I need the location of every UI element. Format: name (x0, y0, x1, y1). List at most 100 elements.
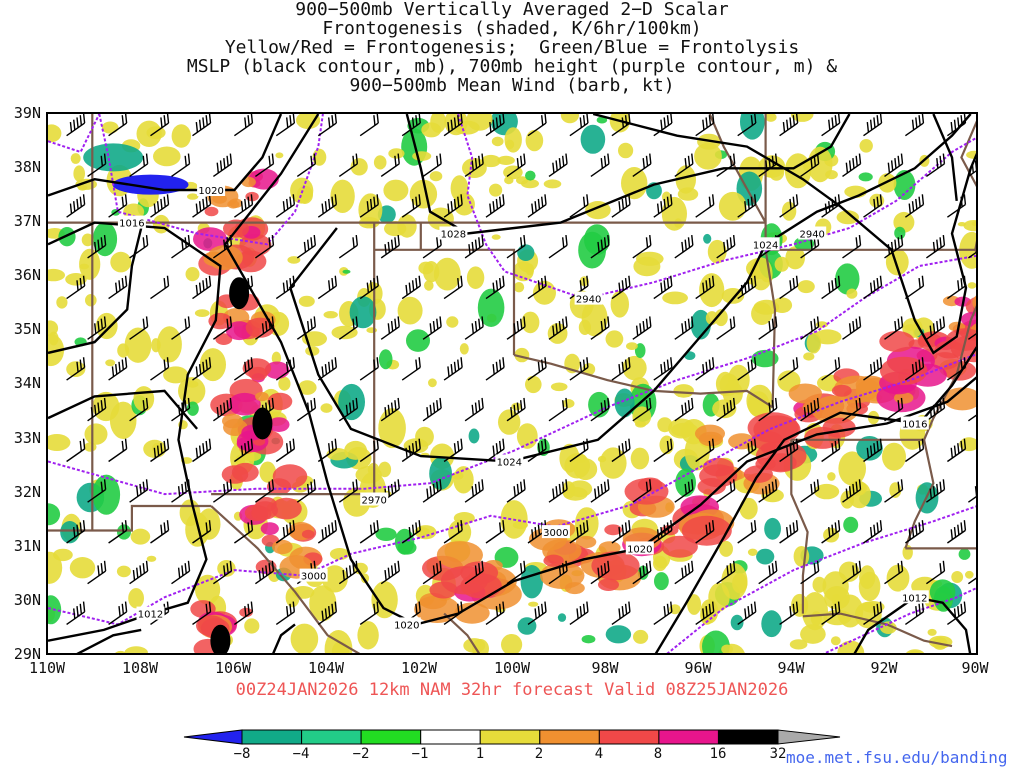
shading-blob (719, 540, 733, 557)
wind-barb (779, 194, 799, 218)
wind-barb-feather (271, 316, 275, 327)
isobar-label-text: 1024 (497, 458, 522, 469)
wind-barb-feather (292, 275, 296, 287)
wind-barb (611, 194, 631, 218)
wind-barb-feather (160, 524, 163, 536)
wind-barb-feather (831, 606, 834, 617)
wind-barb (108, 114, 128, 137)
wind-barb-feather (79, 277, 83, 289)
wind-barb-feather (621, 524, 625, 536)
wind-barb-feather (166, 438, 170, 449)
wind-barb (233, 601, 254, 625)
wind-barb (674, 560, 694, 585)
wind-barb-feather (349, 565, 352, 576)
wind-barb-feather (768, 158, 771, 169)
wind-barb-feather (810, 320, 813, 332)
wind-barb-feather (537, 606, 541, 617)
wind-barb-feather (918, 196, 921, 207)
wind-barb-feather (468, 244, 471, 255)
shading-blob (971, 221, 976, 227)
wind-barb (925, 153, 946, 177)
shading-blob (785, 246, 805, 270)
wind-barb-feather (942, 397, 946, 409)
wind-barb (674, 479, 694, 503)
wind-barb-feather (82, 520, 86, 531)
wind-barb-feather (971, 162, 975, 174)
wind-barb-feather (939, 155, 942, 167)
isobar-label: 1020 (392, 617, 421, 631)
wind-barb (653, 438, 673, 463)
isobar-label-bg (117, 215, 146, 229)
wind-barb-feather (376, 601, 379, 612)
wind-barb-feather (481, 479, 484, 490)
wind-barb-feather (321, 203, 324, 214)
wind-barb-feather (855, 481, 858, 492)
wind-barb-feather (313, 316, 317, 327)
wind-barb-feather (939, 563, 942, 574)
wind-barb-feather (540, 115, 544, 126)
wind-barb-feather (624, 115, 628, 126)
wind-barb (401, 114, 421, 137)
shading-blob (156, 326, 182, 363)
wind-barb-feather (939, 481, 942, 492)
wind-barb (548, 560, 568, 585)
wind-barb-feather (582, 603, 586, 615)
wind-barb-feather (747, 606, 750, 617)
shading-blob (69, 557, 96, 579)
wind-barb-feather (292, 601, 296, 612)
wind-barb-feather (457, 522, 460, 533)
wind-barb-feather (747, 198, 750, 210)
wind-barb-feather (418, 194, 421, 205)
wind-barb-feather (921, 114, 925, 124)
wind-barb-feather (960, 196, 963, 207)
wind-barb-feather (240, 201, 244, 212)
shading-blob (718, 191, 747, 221)
wind-barb-feather (471, 241, 474, 253)
shading-blob (378, 461, 392, 478)
wind-barb (443, 194, 463, 218)
wind-barb-feather (816, 560, 820, 572)
wind-barb-feather (803, 407, 807, 418)
shading-blob (525, 170, 536, 181)
wind-barb-feather (876, 196, 879, 207)
wind-barb-feather (789, 198, 792, 210)
wind-barb (296, 479, 317, 503)
wind-barb-feather (649, 316, 652, 327)
credit-link[interactable]: moe.met.fsu.edu/banding (786, 748, 1008, 767)
wind-barb-feather (628, 438, 631, 449)
wind-barb-feather (289, 277, 292, 289)
wind-barb-feather (163, 440, 166, 452)
wind-barb-feather (334, 194, 338, 205)
wind-barb-feather (457, 359, 460, 370)
wind-barb (275, 520, 296, 544)
isobar-label-bg (136, 606, 165, 620)
state-border (764, 114, 777, 408)
wind-barb-feather (271, 560, 275, 572)
wind-barb-feather (310, 237, 313, 248)
wind-barb-feather (142, 481, 146, 492)
shading-band (272, 464, 308, 489)
wind-barb-feather (890, 241, 894, 253)
wind-barb-feather (187, 234, 191, 246)
wind-barb (632, 316, 652, 340)
shading-band (695, 424, 725, 443)
shading-blob (504, 127, 522, 153)
wind-barb-feather (268, 400, 271, 411)
height-label-text: 3000 (543, 528, 568, 539)
wind-barb-feather (271, 234, 275, 246)
wind-barb (317, 114, 338, 137)
wind-barb-feather (328, 443, 331, 454)
wind-barb-feather (960, 359, 963, 370)
wind-barb-staff (967, 489, 976, 503)
shading-blob (185, 512, 210, 547)
wind-barb (129, 153, 149, 177)
wind-barb (737, 520, 757, 544)
wind-barb-feather (753, 275, 757, 287)
wind-barb-feather (394, 563, 397, 574)
wind-barb (569, 194, 589, 218)
wind-barb-feather (732, 560, 736, 572)
wind-barb-staff (967, 244, 976, 259)
wind-barb-feather (331, 603, 334, 615)
wind-barb-feather (837, 194, 841, 205)
shading-blob (338, 383, 365, 421)
